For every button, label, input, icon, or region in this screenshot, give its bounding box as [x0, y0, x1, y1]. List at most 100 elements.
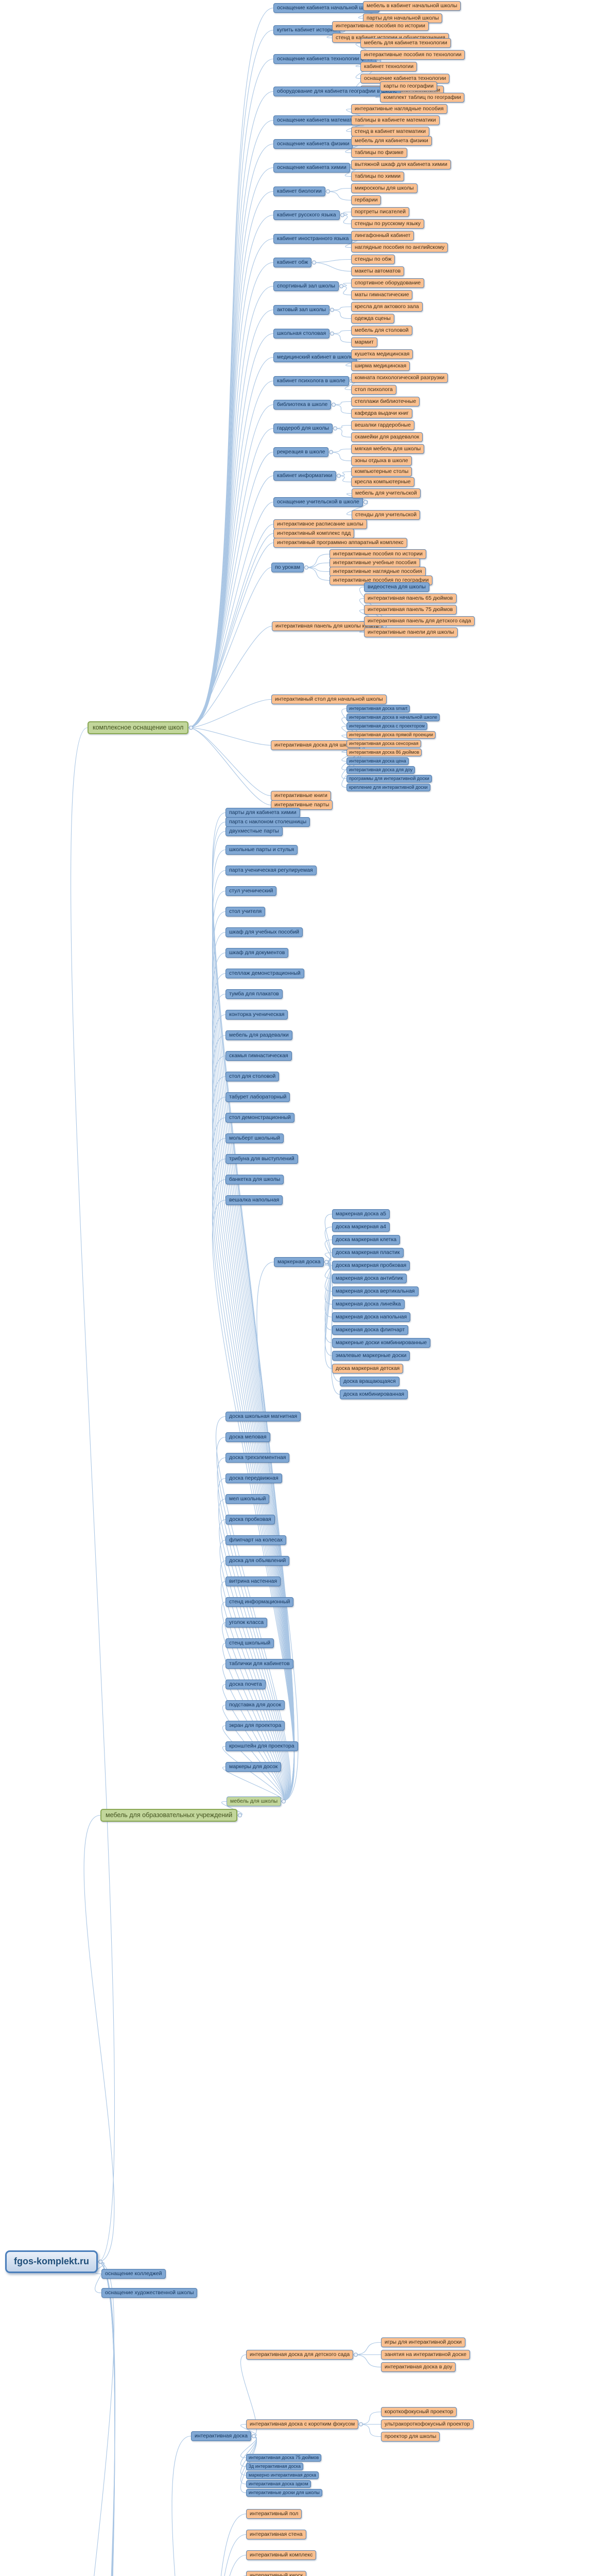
node-bd12[interactable]: эмалевые маркерные доски	[332, 1351, 410, 1361]
node-a15[interactable]: медицинский кабинет в школе	[273, 352, 357, 362]
node-a12b[interactable]: маты гимнастические	[351, 290, 413, 300]
node-b27[interactable]: доска пробковая	[225, 1515, 275, 1524]
node-bd2[interactable]: доска маркерная а4	[332, 1222, 390, 1232]
node-a15a[interactable]: кушетка медицинская	[351, 349, 413, 359]
node-d4[interactable]: интерактивный комплекс	[246, 2550, 317, 2560]
node-a17b[interactable]: кафедра выдачи книг	[351, 409, 412, 418]
collapse-marker[interactable]	[329, 450, 333, 454]
node-a12a[interactable]: спортивное оборудование	[351, 278, 425, 288]
node-b31[interactable]: стенд информационный	[225, 1597, 294, 1607]
node-b37[interactable]: экран для проектора	[225, 1721, 285, 1731]
node-a29g[interactable]: интерактивная доска цена	[346, 757, 409, 765]
node-b8[interactable]: шкаф для учебных пособий	[225, 927, 303, 937]
node-bd4[interactable]: доска маркерная пластик	[332, 1248, 404, 1258]
node-a29a[interactable]: интерактивная доска smart	[346, 705, 410, 713]
collapse-marker[interactable]	[326, 189, 330, 194]
node-d1[interactable]: интерактивная доска	[191, 2431, 251, 2441]
node-b24[interactable]: доска трехэлементная	[225, 1453, 290, 1463]
node-a19b[interactable]: зоны отдыха в школе	[351, 456, 412, 466]
node-a5a[interactable]: интерактивные наглядные пособия	[351, 104, 447, 114]
node-a10b[interactable]: наглядные пособия по английскому	[351, 243, 448, 252]
node-d2[interactable]: интерактивный пол	[246, 2509, 302, 2519]
node-bd14[interactable]: доска вращающаяся	[340, 1377, 400, 1386]
node-b23[interactable]: доска меловая	[225, 1432, 270, 1442]
node-a17a[interactable]: стеллажи библиотечные	[351, 397, 420, 406]
node-a20a[interactable]: компьютерные столы	[351, 467, 412, 477]
node-d1a[interactable]: интерактивная доска для детского сада	[246, 2350, 354, 2360]
node-b18[interactable]: мольберт школьный	[225, 1133, 284, 1143]
node-d5[interactable]: интерактивный киоск	[246, 2571, 307, 2576]
node-a23[interactable]: интерактивное расписание школы	[273, 519, 367, 529]
node-b14[interactable]: скамья гимнастическая	[225, 1051, 292, 1061]
node-b36[interactable]: подставка для досок	[225, 1700, 285, 1710]
node-a3[interactable]: оснащение кабинета технологии фгос	[273, 54, 376, 64]
node-b29[interactable]: доска для объявлений	[225, 1556, 290, 1566]
node-b28[interactable]: флипчарт на колесах	[225, 1535, 286, 1545]
node-a11[interactable]: кабинет обж	[273, 258, 312, 267]
collapse-marker[interactable]	[282, 1799, 286, 1804]
node-a29f[interactable]: интерактивная доска 86 дюймов	[346, 749, 422, 756]
node-bd7[interactable]: маркерная доска вертикальная	[332, 1286, 419, 1296]
node-b3[interactable]: двухместные парты	[225, 826, 283, 836]
node-a2a[interactable]: интерактивные пособия по истории	[332, 21, 429, 31]
node-bd8[interactable]: маркерная доска линейка	[332, 1299, 405, 1309]
node-a3a[interactable]: мебель для кабинета технологии	[360, 38, 451, 48]
node-a7[interactable]: оснащение кабинета химии	[273, 163, 350, 173]
collapse-marker[interactable]	[330, 308, 334, 312]
node-bd13[interactable]: доска маркерная детская	[332, 1364, 404, 1374]
node-a6b[interactable]: таблицы по физике	[351, 148, 407, 158]
node-d1e[interactable]: маркерно интерактивная доска	[246, 2471, 319, 2479]
node-d1b[interactable]: интерактивная доска с коротким фокусом	[246, 2419, 359, 2429]
collapse-marker[interactable]	[332, 402, 336, 407]
collapse-marker[interactable]	[359, 2422, 363, 2427]
collapse-marker[interactable]	[330, 331, 334, 336]
node-a29d[interactable]: интерактивная доска прямой проекции	[346, 731, 436, 739]
node-a9a[interactable]: портреты писателей	[351, 207, 409, 217]
node-a9[interactable]: кабинет русского языка	[273, 210, 340, 220]
node-a15b[interactable]: ширма медицинская	[351, 361, 410, 371]
node-a7b[interactable]: таблицы по химии	[351, 172, 405, 181]
collapse-marker[interactable]	[337, 473, 341, 478]
node-a25[interactable]: интерактивный программно аппаратный комп…	[273, 538, 407, 548]
node-a9b[interactable]: стенды по русскому языку	[351, 219, 425, 229]
node-a13a[interactable]: кресла для актового зала	[351, 302, 423, 312]
collapse-marker[interactable]	[98, 2260, 102, 2264]
node-a2[interactable]: купить кабинет истории	[273, 25, 340, 35]
node-bd6[interactable]: маркерная доска антиблик	[332, 1274, 407, 1283]
node-d1a1[interactable]: игры для интерактивной доски	[381, 2337, 465, 2347]
node-a5c[interactable]: стенд в кабинет математики	[351, 127, 429, 137]
node-b16[interactable]: табурет лабораторный	[225, 1092, 290, 1102]
collapse-marker[interactable]	[252, 2434, 256, 2438]
node-bd1[interactable]: маркерная доска а5	[332, 1209, 390, 1219]
node-a11a[interactable]: стенды по обж	[351, 255, 395, 264]
node-d1a2[interactable]: занятия на интерактивной доске	[381, 2350, 470, 2360]
node-a27a[interactable]: видеостена для школы	[364, 582, 429, 592]
node-a5b[interactable]: таблицы в кабинете математики	[351, 115, 440, 125]
collapse-marker[interactable]	[363, 500, 368, 504]
node-a26[interactable]: по урокам	[271, 563, 304, 572]
node-root[interactable]: fgos-komplekt.ru	[5, 2250, 98, 2273]
node-a7a[interactable]: вытяжной шкаф для кабинета химии	[351, 160, 451, 170]
node-a10a[interactable]: лингафонный кабинет	[351, 231, 414, 241]
node-a26a[interactable]: интерактивные пособия по истории	[329, 549, 426, 559]
node-a14b[interactable]: мармит	[351, 337, 377, 347]
node-a29j[interactable]: крепление для интерактивной доски	[346, 784, 430, 791]
node-c1[interactable]: оснащение колледжей	[101, 2269, 166, 2279]
node-bd15[interactable]: доска комбинированная	[340, 1389, 408, 1399]
node-d1b1[interactable]: короткофокусный проектор	[381, 2407, 457, 2417]
node-a1a[interactable]: мебель в кабинет начальной школы	[363, 1, 461, 11]
node-b33[interactable]: стенд школьный	[225, 1638, 274, 1648]
node-bd10[interactable]: маркерная доска флипчарт	[332, 1325, 409, 1335]
node-a29h[interactable]: интерактивная доска для доу	[346, 766, 415, 774]
node-b17[interactable]: стол демонстрационный	[225, 1113, 294, 1123]
node-a29c[interactable]: интерактивная доска с проектором	[346, 722, 427, 730]
node-b39[interactable]: маркеры для досок	[225, 1762, 282, 1772]
node-b34[interactable]: таблички для кабинетов	[225, 1659, 293, 1669]
node-a1[interactable]: оснащение кабинета начальной школы	[273, 3, 379, 13]
node-a27[interactable]: интерактивная панель для школы купить	[272, 621, 383, 631]
node-b21[interactable]: вешалка напольная	[225, 1195, 283, 1205]
node-a3b[interactable]: интерактивные пособия по технологии	[360, 50, 465, 60]
node-d1f[interactable]: интерактивная доска эдком	[246, 2480, 311, 2488]
node-d1b2[interactable]: ультракороткофокусный проектор	[381, 2419, 474, 2429]
collapse-marker[interactable]	[339, 284, 343, 289]
